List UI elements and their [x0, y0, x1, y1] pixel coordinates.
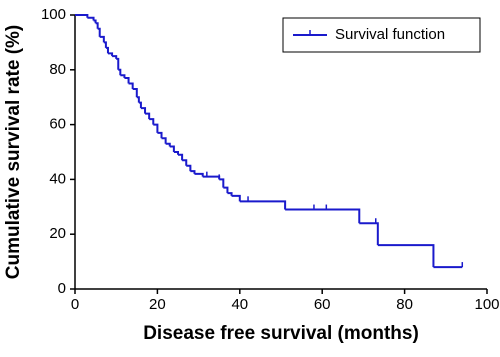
x-tick-label: 100 [474, 296, 499, 313]
y-tick-label: 20 [49, 225, 66, 242]
y-tick-label: 100 [41, 6, 66, 23]
survival-step [116, 57, 120, 70]
survival-step [138, 101, 142, 109]
survival-step [145, 112, 151, 120]
survival-step [107, 52, 114, 57]
survival-step [140, 107, 147, 114]
survival-step [223, 186, 229, 194]
survival-step [194, 172, 204, 177]
survival-step [169, 145, 175, 152]
survival-step [93, 19, 97, 24]
y-tick-label: 40 [49, 170, 66, 187]
legend-label: Survival function [335, 26, 445, 43]
survival-step [103, 41, 107, 48]
survival-step [219, 178, 225, 188]
x-axis-title: Disease free survival (months) [143, 323, 419, 344]
survival-step [202, 175, 221, 180]
x-tick-label: 80 [396, 296, 413, 313]
survival-step [227, 192, 233, 196]
survival-step [161, 137, 167, 144]
survival-step [118, 68, 122, 76]
survival-step [285, 208, 361, 224]
survival-step [136, 96, 140, 103]
survival-step [165, 142, 171, 147]
survival-step [377, 244, 435, 268]
x-tick-label: 40 [231, 296, 248, 313]
survival-step [99, 35, 105, 43]
survival-step [95, 22, 99, 29]
survival-step [132, 87, 138, 98]
x-tick-label: 20 [149, 296, 166, 313]
survival-step [124, 77, 130, 84]
survival-step [182, 159, 188, 166]
y-axis-title: Cumulative survival rate (%) [3, 25, 24, 279]
survival-step [190, 170, 196, 174]
x-tick-label: 60 [314, 296, 331, 313]
survival-step [112, 55, 118, 59]
survival-step [359, 222, 379, 246]
survival-step [120, 74, 126, 79]
survival-step [149, 118, 155, 125]
y-tick-label: 80 [49, 61, 66, 78]
survival-step [97, 27, 101, 37]
survival-step [157, 131, 163, 139]
survival-step [173, 151, 179, 155]
y-tick-label: 0 [58, 280, 66, 297]
x-tick-label: 0 [71, 296, 79, 313]
survival-step [239, 200, 287, 210]
survival-step [75, 14, 89, 18]
survival-step [87, 16, 95, 21]
survival-step [105, 46, 109, 54]
survival-step [128, 82, 134, 89]
survival-step [153, 123, 159, 133]
survival-step [231, 194, 241, 202]
y-tick-label: 60 [49, 116, 66, 133]
